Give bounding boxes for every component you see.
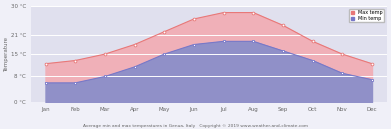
- Text: Average min and max temperatures in Genua, Italy   Copyright © 2019 www.weather-: Average min and max temperatures in Genu…: [83, 124, 308, 128]
- Y-axis label: Temperature: Temperature: [4, 37, 9, 72]
- Legend: Max temp, Min temp: Max temp, Min temp: [349, 9, 384, 22]
